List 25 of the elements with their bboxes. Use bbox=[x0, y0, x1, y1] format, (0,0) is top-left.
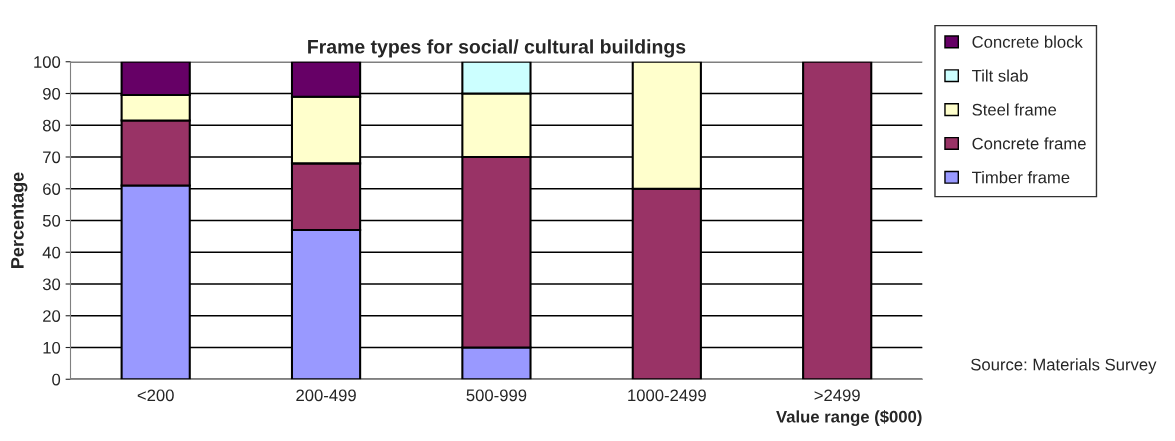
y-axis-title: Percentage bbox=[11, 172, 28, 268]
y-tick-label: 20 bbox=[43, 310, 61, 322]
y-tick-label: 10 bbox=[43, 341, 61, 354]
y-tick-label: 50 bbox=[42, 214, 61, 227]
x-tick-label: 500-999 bbox=[466, 389, 527, 402]
x-tick-label: 1000-2499 bbox=[628, 389, 706, 402]
legend-label: Steel frame bbox=[972, 103, 1057, 116]
y-tick-label: 60 bbox=[43, 183, 61, 195]
legend-label: Timber frame bbox=[972, 171, 1070, 184]
y-tick-label: 100 bbox=[34, 56, 61, 68]
y-tick-label: 0 bbox=[52, 373, 61, 386]
legend-label: Concrete frame bbox=[972, 137, 1086, 150]
chart-title: Frame types for social/ cultural buildings bbox=[308, 39, 686, 58]
y-tick-label: 80 bbox=[42, 119, 61, 132]
legend-label: Concrete block bbox=[972, 35, 1083, 48]
y-tick-label: 40 bbox=[42, 246, 61, 259]
x-tick-label: >2499 bbox=[814, 389, 860, 402]
y-tick-label: 30 bbox=[42, 278, 61, 291]
y-tick-label: 70 bbox=[43, 151, 61, 164]
y-tick-label: 90 bbox=[43, 87, 61, 100]
x-axis-title: Value range ($000) bbox=[776, 410, 922, 426]
source-note: Source: Materials Survey bbox=[971, 358, 1157, 374]
legend-label: Tilt slab bbox=[972, 69, 1028, 82]
x-tick-label: <200 bbox=[137, 389, 174, 402]
x-tick-label: 200-499 bbox=[296, 389, 356, 402]
